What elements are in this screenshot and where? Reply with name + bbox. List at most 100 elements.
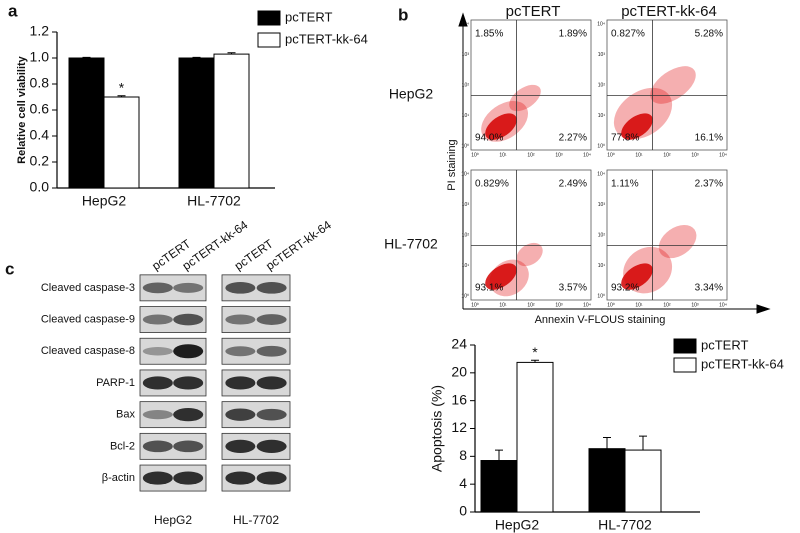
axis-tick-label: 10³ [462, 202, 470, 208]
axis-tick-label: 10¹ [462, 113, 470, 119]
y-tick-label: 8 [459, 447, 467, 463]
panel-label: b [398, 5, 408, 24]
axis-tick-label: 10² [462, 82, 470, 88]
quadrant-percent: 93.2% [611, 283, 639, 294]
protein-label: Bcl-2 [110, 440, 135, 452]
axis-tick-label: 10³ [691, 302, 699, 308]
column-label: pcTERT-kk-64 [621, 3, 717, 20]
event-cloud [658, 225, 697, 259]
blot-band [225, 439, 256, 453]
protein-label: Cleaved caspase-9 [41, 313, 135, 325]
axis-tick-label: 10⁰ [607, 152, 615, 158]
blot-band [256, 345, 287, 357]
axis-tick-label: 10¹ [635, 302, 643, 308]
axis-tick-label: 10³ [555, 152, 563, 158]
y-tick-label: 0.2 [30, 153, 50, 169]
legend-label: pcTERT [285, 9, 332, 24]
y-tick-label: 0 [459, 503, 467, 519]
blot-strip [139, 369, 207, 397]
axis-tick-label: 10⁴ [461, 171, 469, 177]
blot-band [142, 376, 173, 390]
y-tick-label: 0.4 [30, 127, 50, 143]
event-cloud [516, 242, 543, 267]
blot-band [142, 314, 173, 325]
legend-label: pcTERT-kk-64 [285, 31, 368, 46]
axis-tick-label: 10⁰ [461, 143, 469, 149]
axis-tick-label: 10⁴ [583, 152, 591, 158]
axis-tick-label: 10⁴ [597, 171, 605, 177]
axis-tick-label: 10⁰ [597, 293, 605, 299]
axis-tick-label: 10³ [598, 52, 606, 58]
axis-tick-label: 10³ [598, 202, 606, 208]
blot-band [173, 471, 204, 485]
significance-mark: * [119, 79, 125, 95]
blot-band [142, 471, 173, 485]
blot-band [225, 471, 256, 485]
y-tick-label: 12 [451, 419, 467, 435]
quadrant-percent: 1.89% [559, 29, 587, 40]
axis-tick-label: 10⁴ [583, 302, 591, 308]
cell-line-label: HL-7702 [233, 513, 279, 527]
bar [588, 448, 626, 513]
axis-tick-label: 10¹ [635, 152, 643, 158]
blot-band [173, 408, 204, 422]
y-tick-label: 16 [451, 391, 467, 407]
axis-tick-label: 10¹ [598, 113, 606, 119]
y-axis-label: Apoptosis (%) [429, 385, 445, 472]
error-bar [639, 435, 647, 451]
blot-band [256, 282, 287, 294]
protein-label: Cleaved caspase-8 [41, 345, 135, 357]
y-tick-label: 20 [451, 364, 467, 380]
event-cloud [485, 263, 517, 290]
column-label: pcTERT [506, 3, 561, 20]
quadrant-percent: 16.1% [695, 133, 723, 144]
axis-arrow [458, 12, 468, 309]
axis-tick-label: 10⁰ [607, 302, 615, 308]
axis-tick-label: 10¹ [499, 302, 507, 308]
axis-tick-label: 10³ [555, 302, 563, 308]
bar [178, 57, 215, 189]
quadrant-percent: 0.827% [611, 29, 645, 40]
quadrant-percent: 93.1% [475, 283, 503, 294]
x-tick-label: HL-7702 [598, 517, 652, 533]
event-cloud [650, 66, 696, 104]
blot-band [173, 282, 204, 293]
error-bar [227, 52, 236, 55]
blot-band [142, 347, 173, 356]
axis-tick-label: 10⁴ [597, 21, 605, 27]
axis-tick-label: 10⁰ [597, 143, 605, 149]
error-bar [495, 449, 503, 461]
significance-mark: * [532, 344, 538, 360]
quadrant-percent: 3.57% [559, 283, 587, 294]
event-cloud [509, 84, 541, 112]
legend-swatch [673, 338, 697, 354]
axis-tick-label: 10² [663, 302, 671, 308]
blot-band [225, 314, 256, 325]
y-tick-label: 0.8 [30, 75, 50, 91]
quadrant-percent: 5.28% [695, 29, 723, 40]
blot-band [142, 440, 173, 453]
y-axis-label: Relative cell viability [16, 55, 28, 163]
blot-band [225, 376, 256, 390]
error-bar [117, 95, 126, 97]
axis-arrow [463, 304, 771, 314]
axis-tick-label: 10² [527, 152, 535, 158]
blot-band [173, 376, 204, 390]
quadrant-percent: 0.829% [475, 179, 509, 190]
blot-band [173, 344, 204, 359]
blot-band [256, 471, 287, 485]
event-cloud [621, 263, 653, 290]
x-tick-label: HepG2 [495, 517, 540, 533]
blot-band [256, 376, 287, 390]
quadrant-percent: 2.27% [559, 133, 587, 144]
error-bar [603, 437, 611, 449]
bar [480, 460, 518, 513]
axis-tick-label: 10² [462, 232, 470, 238]
axis-tick-label: 10² [598, 232, 606, 238]
blot-band [173, 313, 204, 326]
axis-tick-label: 10¹ [598, 263, 606, 269]
blot-band [142, 282, 173, 294]
axis-tick-label: 10⁰ [471, 302, 479, 308]
axis-tick-label: 10¹ [499, 152, 507, 158]
cell-line-label: HepG2 [154, 513, 192, 527]
